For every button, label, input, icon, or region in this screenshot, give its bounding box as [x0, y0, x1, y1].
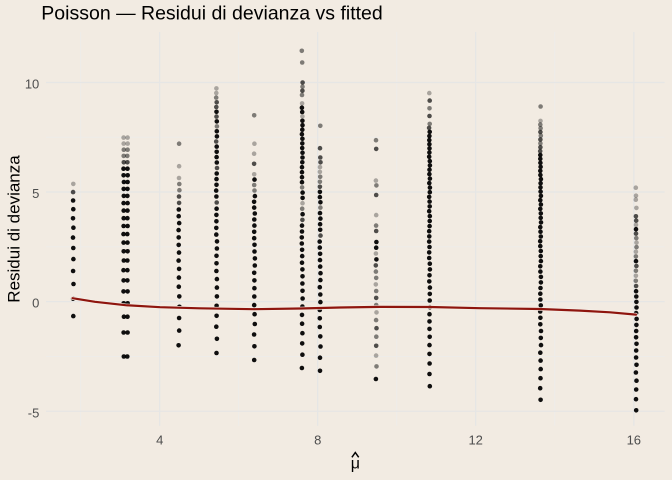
svg-text:0: 0 — [32, 296, 39, 311]
svg-text:16: 16 — [627, 432, 641, 447]
svg-text:-5: -5 — [28, 405, 40, 420]
svg-text:Residui di devianza: Residui di devianza — [5, 155, 24, 303]
svg-text:4: 4 — [156, 432, 163, 447]
svg-text:5: 5 — [32, 186, 39, 201]
svg-text:Poisson — Residui di devianza: Poisson — Residui di devianza vs fitted — [41, 3, 382, 25]
svg-text:10: 10 — [25, 77, 39, 92]
svg-text:μ: μ — [351, 455, 360, 472]
svg-text:8: 8 — [314, 432, 321, 447]
svg-text:12: 12 — [468, 432, 482, 447]
